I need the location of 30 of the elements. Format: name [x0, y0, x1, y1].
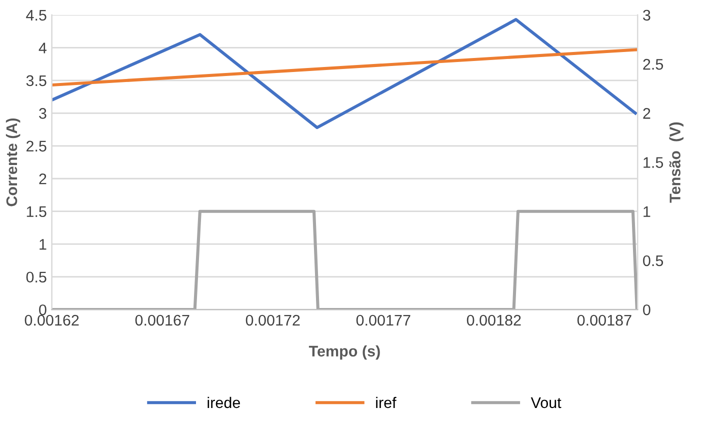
y-tick-label: 2.5 [26, 140, 46, 152]
y-tick-label: 0 [39, 304, 46, 316]
y2-axis-title: Tensão (V) [669, 122, 684, 203]
y2-tick-label: 0.5 [643, 255, 664, 266]
x-tick-label: 0.00172 [246, 314, 300, 326]
y-tick-label: 4 [38, 42, 47, 54]
legend-label: Vout [530, 397, 562, 408]
x-tick-label: 0.00167 [135, 314, 190, 326]
x-tick-label: 0.00162 [24, 314, 79, 326]
legend-label: iref [376, 396, 396, 408]
y-tick-label: 1.5 [26, 206, 46, 218]
y-tick-label: 3.5 [26, 75, 46, 86]
x-axis-title: Tempo (s) [308, 345, 380, 360]
y-tick-label: 2 [39, 173, 46, 184]
x-tick-label: 0.00182 [466, 314, 521, 326]
y-tick-label: 4.5 [26, 10, 46, 21]
y2-tick-label: 2 [643, 108, 650, 119]
y-tick-label: 1 [40, 239, 46, 250]
legend-label: irede [208, 396, 240, 408]
y-axis-title: Corrente (A) [6, 118, 20, 206]
line-series [52, 18, 637, 130]
y2-tick-label: 1.5 [644, 157, 664, 168]
x-tick-label: 0.00187 [577, 314, 632, 326]
x-tick-label: 0.00177 [356, 314, 410, 326]
y-tick-label: 0.5 [26, 272, 46, 283]
y-tick-label: 3 [39, 108, 46, 119]
y2-tick-label: 1 [644, 206, 650, 217]
y2-tick-label: 2.5 [643, 58, 664, 70]
y2-tick-label: 0 [643, 304, 650, 316]
y2-tick-label: 3 [643, 10, 650, 21]
